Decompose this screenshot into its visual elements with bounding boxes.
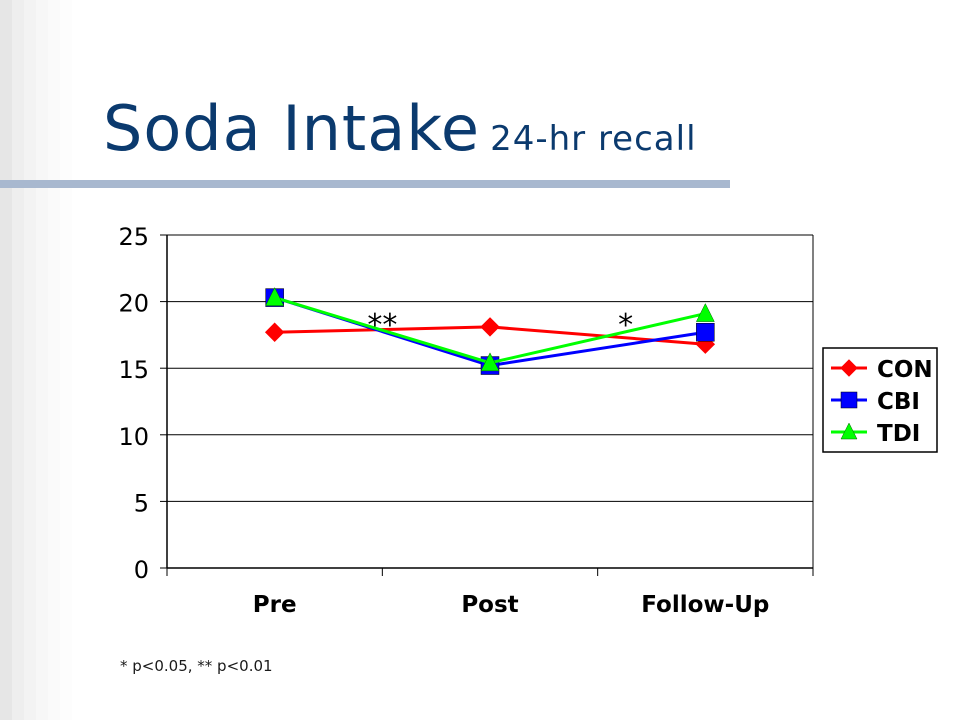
series-tdi — [265, 287, 715, 372]
y-tick-label: 25 — [118, 223, 149, 251]
legend-marker-tdi — [840, 422, 858, 440]
axes: 0 5 10 15 20 25 Pre Post Follow-Up — [118, 223, 814, 618]
significance-marker: * — [618, 308, 633, 343]
legend-marker-cbi — [840, 391, 858, 409]
legend-item-con: CON — [831, 357, 933, 383]
data-point-con — [264, 322, 285, 342]
x-tick-label: Follow-Up — [641, 592, 769, 618]
data-point-cbi — [696, 322, 715, 342]
y-tick-label: 20 — [118, 290, 149, 318]
x-tick-label: Post — [461, 592, 518, 618]
annotations: ** * — [367, 308, 633, 343]
legend-item-cbi: CBI — [831, 389, 920, 415]
slide-title-subtitle: 24-hr recall — [490, 119, 697, 159]
slide-title: Soda Intake 24-hr recall — [103, 92, 697, 165]
x-tick-label: Pre — [253, 592, 297, 618]
legend-marker-con — [840, 359, 858, 377]
y-tick-label: 10 — [118, 423, 149, 451]
data-point-con — [480, 317, 500, 337]
significance-footnote: * p<0.05, ** p<0.01 — [120, 657, 273, 675]
data-point-tdi — [265, 287, 285, 306]
legend-label: TDI — [877, 421, 920, 447]
y-tick-label: 15 — [118, 356, 149, 384]
y-tick-label: 5 — [134, 489, 149, 517]
legend: CON CBI TDI — [822, 347, 938, 453]
legend-item-tdi: TDI — [831, 421, 920, 447]
legend-label: CBI — [877, 389, 920, 415]
legend-label: CON — [877, 357, 933, 383]
title-underline — [0, 180, 730, 188]
series-con — [264, 317, 716, 354]
gridlines — [167, 234, 813, 569]
data-point-tdi — [480, 352, 500, 372]
slide-title-main: Soda Intake — [103, 92, 481, 165]
significance-marker: ** — [367, 308, 397, 343]
series — [264, 287, 716, 375]
y-tick-label: 0 — [134, 556, 149, 584]
data-point-tdi — [695, 303, 715, 322]
